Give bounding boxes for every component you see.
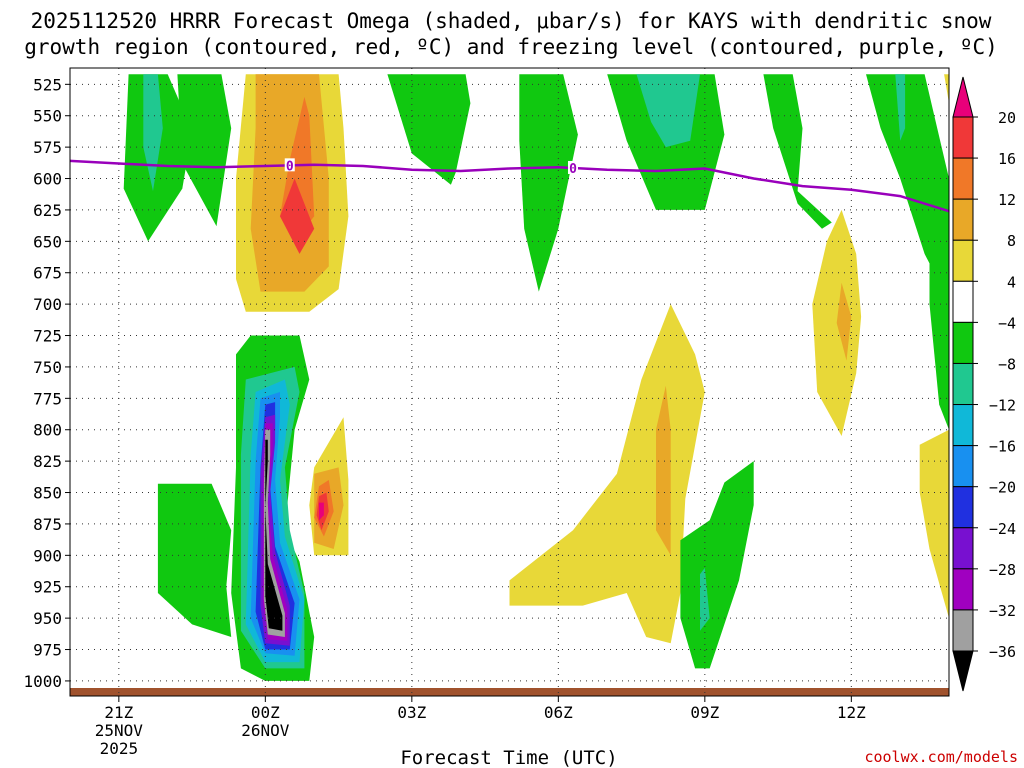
y-tick-label-950: 950: [33, 609, 62, 628]
freezing-label-bg-1: [567, 160, 578, 174]
y-tick-label-700: 700: [33, 295, 62, 314]
y-tick-label-650: 650: [33, 232, 62, 251]
chart-title-line-2: growth region (contoured, red, ºC) and f…: [24, 35, 998, 59]
colorbar-box-1: [952, 116, 974, 159]
freezing-level-line: [70, 159, 949, 213]
colorbar-bottom-arrow: [952, 650, 974, 692]
x-axis-title: Forecast Time (UTC): [400, 747, 617, 768]
colorbar-box-3: [952, 198, 974, 241]
y-tick-label-625: 625: [33, 201, 62, 220]
omega-region-green-8: [519, 74, 578, 292]
x-tick-sublabel-2025: 2025: [100, 739, 139, 758]
omega-region-green-11: [763, 74, 832, 229]
y-axis-ticks: 525 550 575 600 625 650 675 700 725 750 775 800 825 8…: [23, 75, 70, 691]
colorbar-label-4: 4: [1007, 273, 1016, 291]
omega-region-green-34: [680, 461, 754, 669]
colorbar-label-5: −4: [998, 314, 1016, 332]
colorbar-box-10: [952, 486, 974, 529]
y-tick-label-750: 750: [33, 358, 62, 377]
x-tick-label-03Z: 03Z: [397, 703, 426, 722]
y-tick-label-900: 900: [33, 546, 62, 565]
omega-region-cyan-13: [895, 74, 906, 141]
colorbar-label-1: 16: [998, 150, 1016, 168]
y-tick-label-825: 825: [33, 452, 62, 471]
omega-region-black-26: [265, 439, 283, 631]
y-tick-label-725: 725: [33, 327, 62, 346]
x-tick-sublabel-26NOV: 26NOV: [241, 721, 290, 740]
y-tick-label-925: 925: [33, 578, 62, 597]
colorbar-legend: 20 16 12 8 4 −4 −8 −12 −16 −20 −24 −28 −32 −36: [952, 76, 1016, 692]
colorbar-top-arrow: [952, 76, 974, 118]
colorbar-label-11: −28: [989, 561, 1016, 579]
colorbar-label-3: 8: [1007, 232, 1016, 250]
grid-lines: [70, 68, 949, 696]
freezing-label-bg-0: [284, 158, 295, 172]
y-tick-label-550: 550: [33, 107, 62, 126]
colorbar-label-12: −32: [989, 602, 1016, 620]
colorbar-box-5: [952, 280, 974, 323]
omega-region-yellow-14: [944, 74, 949, 104]
colorbar-label-0: 20: [998, 109, 1016, 127]
omega-region-cyan-1: [143, 74, 163, 192]
omega-region-magenta-31: [319, 502, 324, 521]
omega-region-red-6: [280, 178, 315, 254]
omega-region-orange-16: [836, 282, 852, 361]
y-tick-label-1000: 1000: [23, 672, 62, 691]
y-tick-label-975: 975: [33, 641, 62, 660]
omega-region-green-7: [387, 74, 471, 185]
y-tick-label-850: 850: [33, 484, 62, 503]
omega-region-yellow-32: [509, 304, 705, 644]
y-tick-label-575: 575: [33, 138, 62, 157]
freezing-level-label-0: 0: [286, 159, 294, 174]
omega-region-green-2: [177, 74, 232, 227]
y-tick-label-775: 775: [33, 389, 62, 408]
plot-frame: [69, 67, 950, 697]
x-tick-label-12Z: 12Z: [837, 703, 866, 722]
omega-shaded-fields: [70, 74, 949, 696]
colorbar-label-6: −8: [998, 355, 1016, 373]
y-tick-label-875: 875: [33, 515, 62, 534]
colorbar-box-7: [952, 362, 974, 406]
colorbar-box-12: [952, 568, 974, 611]
chart-title-line-1: 2025112520 HRRR Forecast Omega (shaded, …: [31, 9, 992, 33]
colorbar-box-6: [952, 321, 974, 364]
colorbar-label-8: −16: [989, 438, 1016, 456]
omega-region-orange-33: [656, 385, 671, 556]
terrain-strip: [70, 688, 949, 696]
colorbar-box-9: [952, 445, 974, 488]
omega-region-green-17: [157, 483, 232, 637]
freezing-level-label-1: 0: [569, 162, 577, 177]
omega-region-yellow-15: [812, 209, 862, 436]
x-tick-label-21Z: 21Z: [104, 703, 133, 722]
y-tick-label-525: 525: [33, 75, 62, 94]
x-tick-label-00Z: 00Z: [251, 703, 280, 722]
colorbar-box-2: [952, 157, 974, 200]
y-tick-label-675: 675: [33, 264, 62, 283]
colorbar-label-13: −36: [989, 643, 1016, 661]
colorbar-label-7: −12: [989, 397, 1016, 415]
colorbar-label-9: −20: [989, 479, 1016, 497]
x-tick-label-09Z: 09Z: [690, 703, 719, 722]
y-tick-label-600: 600: [33, 170, 62, 189]
omega-region-green-12: [866, 74, 949, 292]
credit-label[interactable]: coolwx.com/models: [864, 748, 1018, 766]
colorbar-box-4: [952, 239, 974, 282]
colorbar-label-10: −24: [989, 520, 1016, 538]
colorbar-box-8: [952, 404, 974, 447]
omega-region-green-37: [929, 241, 949, 430]
omega-region-cyan-35: [700, 567, 710, 631]
x-tick-label-06Z: 06Z: [544, 703, 573, 722]
colorbar-box-13: [952, 609, 974, 652]
x-tick-sublabel-25NOV: 25NOV: [95, 721, 144, 740]
y-tick-label-800: 800: [33, 421, 62, 440]
colorbar-box-11: [952, 527, 974, 570]
omega-region-cyan-10: [636, 74, 700, 148]
colorbar-label-2: 12: [998, 191, 1016, 209]
